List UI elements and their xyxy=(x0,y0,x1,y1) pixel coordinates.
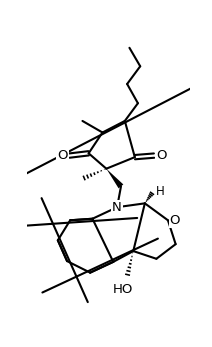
Text: O: O xyxy=(170,214,180,227)
Polygon shape xyxy=(106,169,123,188)
Text: O: O xyxy=(156,149,166,162)
Text: HO: HO xyxy=(113,283,134,296)
Text: H: H xyxy=(156,185,164,197)
Text: N: N xyxy=(112,201,122,214)
Text: O: O xyxy=(57,149,68,162)
